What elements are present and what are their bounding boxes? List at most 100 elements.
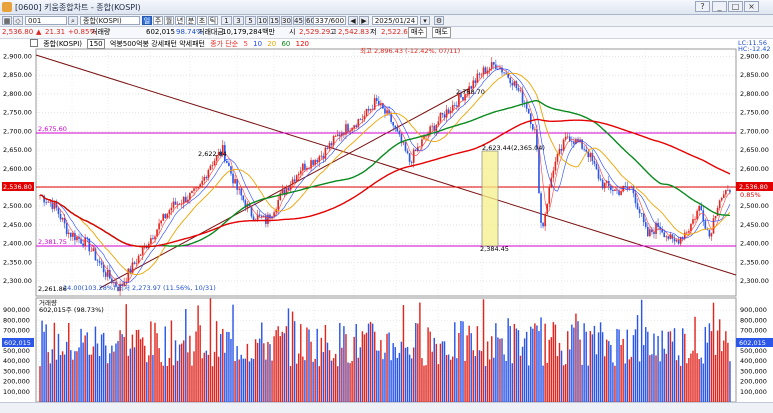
minimize-button[interactable]: _ [712,1,727,12]
code-input[interactable]: 001 [25,16,67,25]
volume-bar [521,346,524,402]
period-6[interactable]: 틱 [208,16,218,25]
volume-bar [63,354,66,402]
restore-button[interactable]: □ [728,1,743,12]
close-button[interactable]: × [744,1,759,12]
sell-button[interactable]: 매도 [432,27,451,38]
count-field[interactable]: 337/600 [313,16,346,25]
candle-body [209,165,212,171]
interval-45[interactable]: 45 [293,16,304,25]
volume-bar [423,365,425,402]
period-4[interactable]: 분 [186,16,196,25]
volume-bar [686,363,688,402]
annot-2261: 2,261.86 [38,285,67,293]
candle-body [429,126,431,134]
candle-body [100,262,103,265]
candle-body [135,263,138,264]
volume-bar [410,358,413,402]
candle-body [223,145,226,161]
vol-tick-right: 200,000 [740,378,767,386]
candle-body [291,179,294,185]
period-0[interactable]: 일 [142,16,152,25]
period-5[interactable]: 초 [197,16,207,25]
prev-icon[interactable]: ◀ [348,16,358,25]
interval-15[interactable]: 15 [269,16,280,25]
candle-body [431,125,434,127]
candle-body [199,184,201,188]
calendar-icon[interactable]: ▾ [420,16,430,25]
candle-body [663,232,666,238]
volume-bar [632,335,635,402]
y-tick-right: 2,400.00 [740,240,769,248]
candle-body [234,179,236,184]
period-3[interactable]: 년 [175,16,185,25]
volume-bar [606,339,608,402]
volume-bar [135,330,138,402]
buy-button[interactable]: 매수 [408,27,427,38]
volume-bar [238,359,240,402]
volume-bar [137,329,140,402]
vol-tick-right: 100,000 [740,388,767,396]
uptrend-line [99,87,471,289]
volume-bar [139,339,142,402]
candle-body [158,223,160,230]
tool-icon[interactable]: ⚙ [434,16,444,25]
name-field[interactable]: 종합(KOSPI) [80,16,140,25]
candle-body [236,179,238,190]
volume-bar [269,344,271,402]
volume-bar [68,323,70,402]
y-tick-left: 2,850.00 [3,71,32,79]
chart-toolbar: ▦ ◇ 001 ⌕ 종합(KOSPI) 일 주 월 년 분 초 틱 1 3 5 10 15 30 45 60… [0,15,773,27]
interval-5[interactable]: 5 [245,16,256,25]
period-1[interactable]: 주 [153,16,163,25]
volume-bar [347,362,349,402]
volume-bar [501,338,503,402]
price-tag-bg [736,182,773,191]
volume-bar [616,328,618,402]
volume-bar [330,360,333,402]
volume-bar [449,359,452,402]
candle-body [115,282,117,287]
period-2[interactable]: 월 [164,16,174,25]
pin-icon[interactable]: ◇ [13,16,23,25]
y-tick-right: 2,800.00 [740,90,769,98]
volume-bar [115,343,117,402]
y-tick-left: 2,600.00 [3,165,32,173]
candle-body [289,184,292,191]
volume-bar [337,366,339,402]
volume-bar [593,325,596,402]
candle-body [59,213,62,220]
volume-bar [306,327,308,402]
next-icon[interactable]: ▶ [359,16,369,25]
help-button[interactable]: ? [695,1,710,12]
candle-body [519,90,522,91]
interval-10[interactable]: 10 [257,16,268,25]
search-icon[interactable]: ⌕ [68,16,78,25]
volume-bar [429,331,431,402]
menu-icon[interactable]: ▦ [2,16,12,25]
interval-1[interactable]: 1 [221,16,232,25]
candle-body [622,186,624,192]
candle-body [65,223,68,234]
volume-bar [373,331,376,402]
legend-checkbox[interactable] [30,39,38,47]
interval-30[interactable]: 30 [281,16,292,25]
volume-bar [298,353,300,402]
volume-bar [581,364,583,402]
candle-body [207,170,210,179]
volume-bar [571,324,573,402]
volume-bar [82,342,84,402]
candle-body [304,163,306,170]
volume-bar [65,341,68,402]
candle-body [302,163,304,171]
volume-bar [365,332,368,402]
interval-3[interactable]: 3 [233,16,244,25]
candle-body [673,238,676,242]
date-field[interactable]: 2025/01/24 [372,16,418,25]
volume-bar [295,363,298,402]
lc-label: LC:11.56 [738,39,767,47]
volume-bar [564,364,567,402]
candle-body [189,193,191,200]
volume-bar [144,345,146,402]
